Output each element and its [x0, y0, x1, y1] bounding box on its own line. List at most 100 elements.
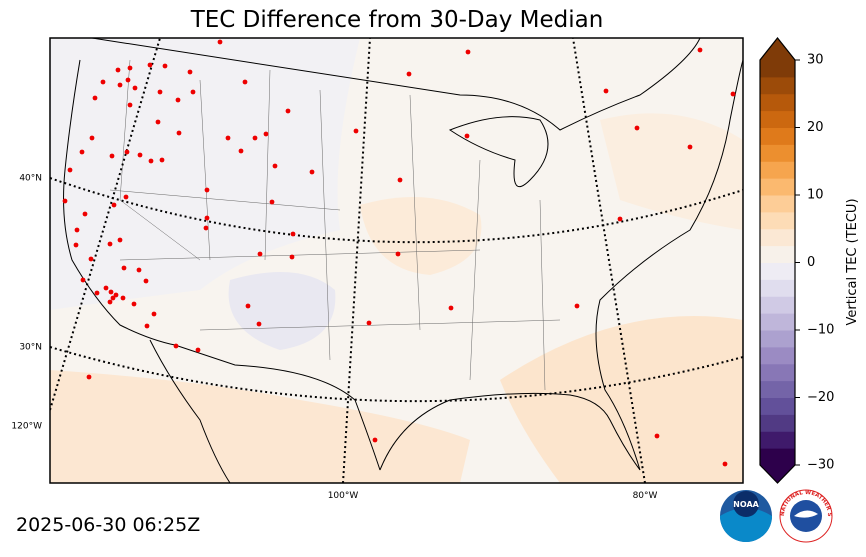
station	[217, 39, 223, 45]
colorbar-tick-label: 10	[807, 188, 824, 203]
station	[73, 242, 79, 248]
station	[252, 135, 258, 141]
colorbar-tick-label: 20	[807, 120, 824, 135]
colorbar-extend-under	[760, 465, 795, 483]
tec-field	[360, 197, 482, 275]
station	[366, 320, 372, 326]
station	[127, 102, 133, 108]
colorbar-extend-over	[760, 38, 795, 60]
station	[132, 85, 138, 91]
colorbar-band	[760, 279, 795, 297]
station	[173, 343, 179, 349]
station	[151, 311, 157, 317]
colorbar-band	[760, 228, 795, 247]
station	[395, 251, 401, 257]
map: 40°N 30°N 120°W 100°W 80°W	[11, 37, 744, 501]
station	[80, 277, 86, 283]
station	[257, 251, 263, 257]
coastline	[149, 339, 231, 483]
station	[187, 69, 193, 75]
lat-label: 30°N	[19, 343, 42, 353]
station	[111, 202, 117, 208]
station	[175, 97, 181, 103]
station	[465, 49, 471, 55]
colorbar-band	[760, 431, 795, 449]
station	[62, 198, 68, 204]
station	[203, 225, 209, 231]
station	[285, 108, 291, 114]
colorbar-band	[760, 127, 795, 145]
station	[697, 47, 703, 53]
colorbar-band	[760, 161, 795, 179]
station	[574, 303, 580, 309]
colorbar-tick-label: −20	[807, 390, 834, 405]
colorbar-tick-label: 0	[807, 255, 815, 270]
station	[137, 152, 143, 158]
station	[617, 216, 623, 222]
colorbar-band	[760, 262, 795, 280]
station	[120, 295, 126, 301]
station	[88, 256, 94, 262]
station	[406, 71, 412, 77]
colorbar: 30 20 10 0 −10 −20 −30	[759, 37, 834, 484]
station	[67, 167, 73, 173]
tec-field	[228, 272, 336, 350]
title: TEC Difference from 30-Day Median	[190, 7, 604, 33]
station	[722, 461, 728, 467]
station	[125, 77, 131, 83]
station	[115, 67, 121, 73]
colorbar-band	[760, 313, 795, 331]
station	[107, 241, 113, 247]
station	[157, 89, 163, 95]
station	[256, 321, 262, 327]
station	[162, 63, 168, 69]
station	[113, 292, 119, 298]
station	[155, 119, 161, 125]
tec-field	[50, 370, 470, 483]
station	[124, 149, 130, 155]
station	[100, 79, 106, 85]
station	[110, 295, 116, 301]
station	[634, 125, 640, 131]
colorbar-tick-label: −30	[807, 458, 834, 473]
colorbar-band	[760, 110, 795, 128]
stations	[62, 39, 736, 467]
colorbar-band	[760, 363, 795, 382]
colorbar-tick-label: −10	[807, 323, 834, 338]
colorbar-band	[760, 76, 795, 95]
colorbar-band	[760, 93, 795, 112]
colorbar-label: Vertical TEC (TECU)	[845, 198, 860, 325]
station	[159, 157, 165, 163]
station	[289, 254, 295, 260]
tec-field	[600, 113, 743, 230]
coastline	[63, 59, 743, 471]
station	[353, 128, 359, 134]
colorbar-band	[760, 144, 795, 162]
station	[117, 82, 123, 88]
station	[121, 265, 127, 271]
station	[204, 187, 210, 193]
colorbar-band	[760, 60, 795, 78]
lon-label: 100°W	[328, 491, 359, 501]
station	[238, 148, 244, 154]
station	[730, 91, 736, 97]
station	[92, 95, 98, 101]
station	[290, 231, 296, 237]
colorbar-tick-label: 30	[807, 53, 824, 68]
station	[144, 323, 150, 329]
station	[309, 169, 315, 175]
station	[127, 65, 133, 71]
colorbar-band	[760, 245, 795, 263]
noaa-logo: NOAA	[720, 490, 772, 542]
station	[272, 163, 278, 169]
station	[136, 267, 142, 273]
station	[242, 79, 248, 85]
station	[79, 149, 85, 155]
lake	[448, 116, 549, 188]
station	[82, 211, 88, 217]
station	[148, 158, 154, 164]
station	[190, 89, 196, 95]
station	[687, 144, 693, 150]
colorbar-band	[760, 211, 795, 230]
